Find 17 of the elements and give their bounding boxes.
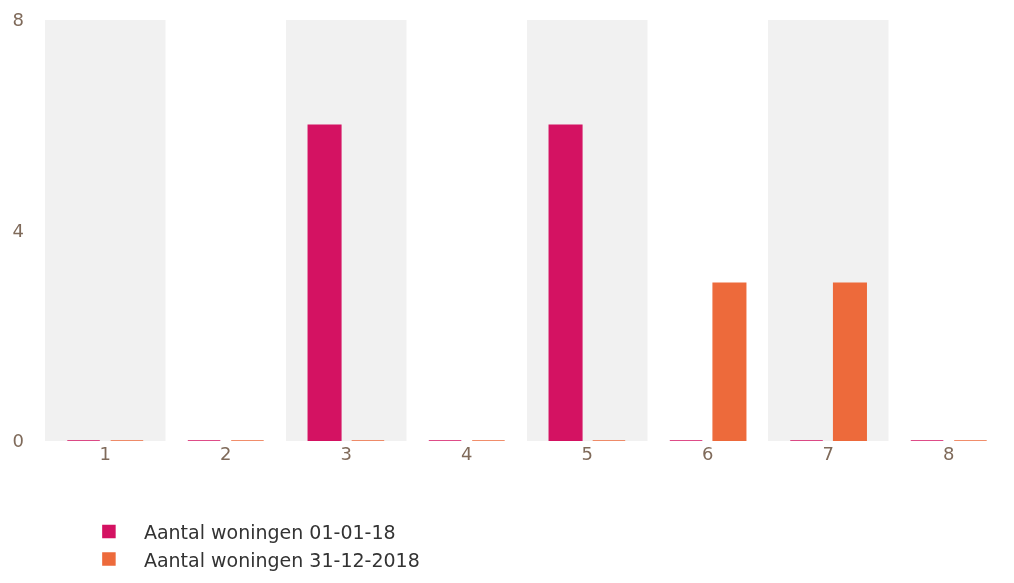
bar: [712, 282, 747, 441]
x-tick-label: 2: [220, 443, 232, 464]
y-tick-label: 8: [12, 9, 24, 31]
bar: [832, 282, 867, 441]
y-tick-label: 0: [12, 430, 24, 452]
x-tick-label: 8: [943, 443, 955, 464]
x-tick-label: 5: [581, 443, 593, 464]
x-tick-label: 7: [822, 443, 834, 464]
x-tick-label: 4: [461, 443, 473, 464]
y-tick-label: 4: [12, 219, 24, 241]
legend-label: Aantal woningen 31-12-2018: [143, 548, 420, 571]
legend-label: Aantal woningen 01-01-18: [143, 520, 396, 543]
bar: [548, 124, 583, 441]
x-tick-label: 1: [99, 443, 111, 464]
bar: [307, 124, 342, 441]
x-tick-label: 6: [702, 443, 714, 464]
x-tick-label: 3: [340, 443, 352, 464]
